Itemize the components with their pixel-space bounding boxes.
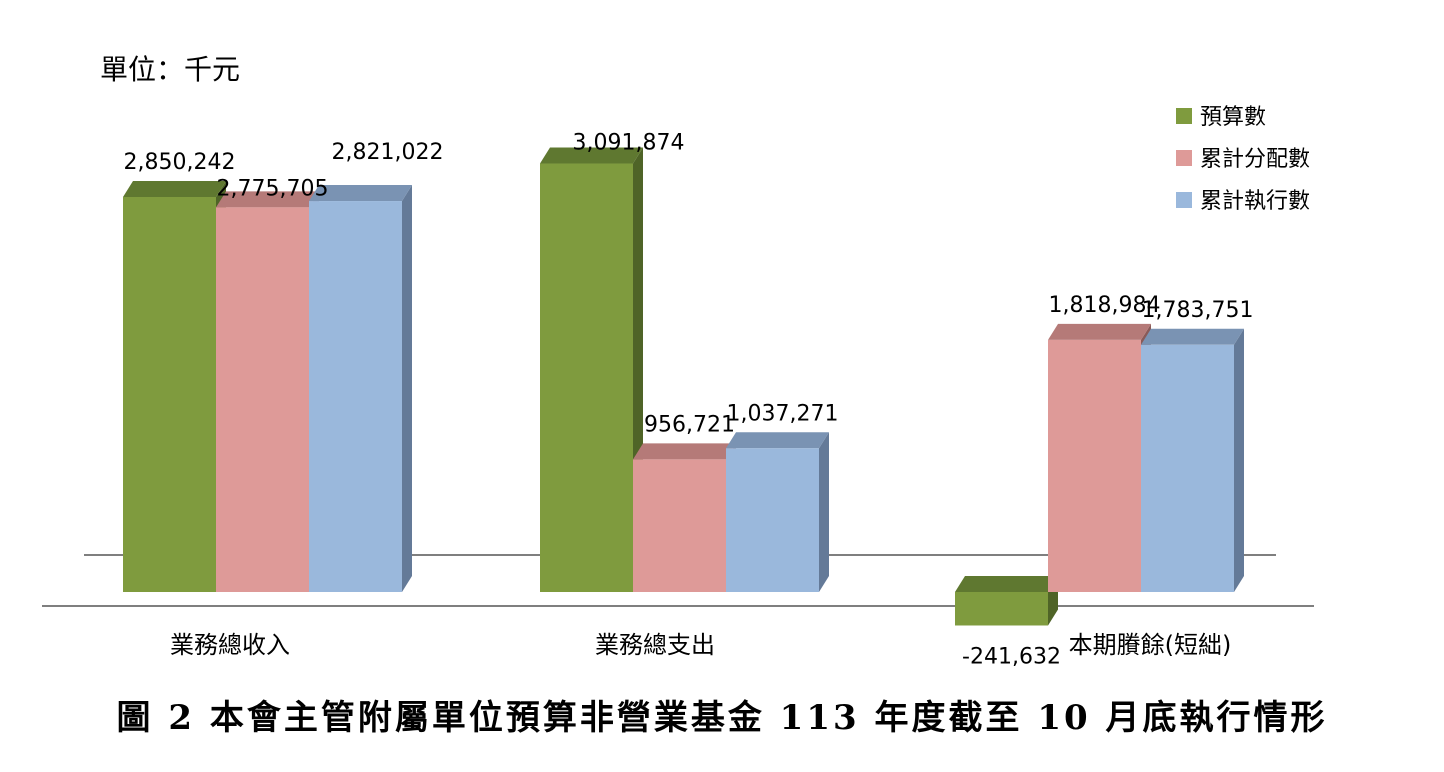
data-label: 2,850,242 — [124, 150, 236, 175]
data-label: 2,775,705 — [217, 176, 329, 201]
data-label: 1,783,751 — [1142, 298, 1254, 323]
bar-3-2-top — [726, 432, 829, 449]
legend-swatch — [1176, 150, 1192, 166]
unit-label: 單位：千元 — [100, 53, 241, 86]
bar-1-3-top — [955, 576, 1058, 592]
bar-1-3 — [955, 592, 1048, 626]
category-label: 業務總支出 — [595, 631, 715, 659]
category-label: 業務總收入 — [170, 631, 290, 659]
bar-2-3-top — [1048, 323, 1151, 340]
bar-1-2-top — [540, 147, 643, 164]
data-label: 1,037,271 — [727, 401, 839, 426]
legend-swatch — [1176, 192, 1192, 208]
bar-1-1 — [123, 197, 216, 592]
bar-chart: 2,850,242 3,091,874 -241,632 2,775,705 956,7… — [42, 105, 1314, 670]
data-label: 3,091,874 — [573, 131, 685, 156]
bar-3-1 — [309, 201, 402, 592]
bar-2-2-top — [633, 443, 736, 460]
bar-2-1 — [216, 207, 309, 592]
bar-3-2 — [726, 448, 819, 592]
bar-2-2 — [633, 459, 726, 592]
data-label: -241,632 — [962, 644, 1061, 669]
bar-3-3-top — [1141, 328, 1244, 345]
bar-3-1-side — [402, 185, 412, 592]
bar-1-2 — [540, 163, 633, 592]
bar-3-3-side — [1234, 328, 1244, 592]
bar-3-3 — [1141, 344, 1234, 592]
legend-entry: 預算數 — [1200, 105, 1266, 130]
data-label: 1,818,984 — [1049, 293, 1161, 318]
bar-1-1-top — [123, 181, 226, 197]
category-label: 本期賸餘(短絀) — [1069, 631, 1232, 659]
legend-entry: 累計執行數 — [1200, 189, 1310, 214]
data-label: 956,721 — [644, 412, 735, 437]
bar-2-1-top — [216, 191, 319, 208]
data-label: 2,821,022 — [332, 140, 444, 165]
bar-3-1-top — [309, 185, 412, 202]
bar-layer — [123, 147, 1244, 626]
bar-3-2-side — [819, 432, 829, 592]
bar-2-3 — [1048, 339, 1141, 592]
figure-caption: 圖 2 本會主管附屬單位預算非營業基金 113 年度截至 10 月底執行情形 — [116, 698, 1328, 738]
label-layer: 2,850,242 3,091,874 -241,632 2,775,705 956,7… — [124, 131, 1254, 670]
legend-entry: 累計分配數 — [1200, 147, 1310, 172]
legend-swatch — [1176, 108, 1192, 124]
